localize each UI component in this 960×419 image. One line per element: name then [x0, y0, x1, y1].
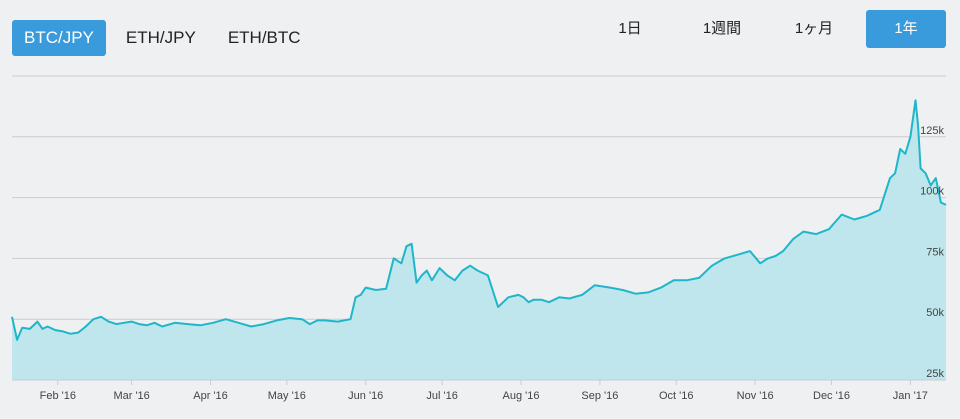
y-tick-label: 50k: [926, 307, 944, 319]
range-tabs: 1日 1週間 1ヶ月 1年: [578, 10, 946, 48]
y-tick-label: 125k: [920, 125, 944, 137]
tab-btc-jpy[interactable]: BTC/JPY: [12, 20, 106, 56]
tab-1-day[interactable]: 1日: [618, 20, 642, 37]
x-tick-label: Sep '16: [581, 390, 618, 402]
x-tick-label: Aug '16: [503, 390, 540, 402]
x-tick-label: Mar '16: [113, 390, 149, 402]
x-axis-ticks: Feb '16 Mar '16 Apr '16 May '16 Jun '16 Jul '…: [40, 380, 928, 402]
tab-eth-btc[interactable]: ETH/BTC: [227, 28, 301, 47]
x-tick-label: Jul '16: [426, 390, 457, 402]
x-tick-label: Oct '16: [659, 390, 694, 402]
tab-1-week[interactable]: 1週間: [702, 20, 742, 37]
tab-1-month[interactable]: 1ヶ月: [794, 20, 834, 37]
y-tick-label: 100k: [920, 186, 944, 198]
price-area: [12, 100, 946, 381]
x-tick-label: May '16: [268, 390, 306, 402]
x-tick-label: Apr '16: [193, 390, 228, 402]
tab-eth-jpy[interactable]: ETH/JPY: [125, 28, 196, 47]
tab-1-year[interactable]: 1年: [866, 10, 946, 48]
x-tick-label: Jan '17: [893, 390, 928, 402]
price-line: [11, 99, 947, 341]
y-tick-label: 75k: [926, 246, 944, 258]
x-tick-label: Feb '16: [40, 390, 76, 402]
y-axis-ticks: 25k 50k 75k 100k 125k: [920, 125, 944, 380]
price-chart: 25k 50k 75k 100k 125k Feb '16 Mar '16 Apr '16 M…: [11, 75, 947, 402]
x-tick-label: Dec '16: [813, 390, 850, 402]
x-tick-label: Nov '16: [737, 390, 774, 402]
pair-tabs: BTC/JPY ETH/JPY ETH/BTC: [12, 20, 321, 56]
y-tick-label: 25k: [926, 368, 944, 380]
x-tick-label: Jun '16: [348, 390, 383, 402]
